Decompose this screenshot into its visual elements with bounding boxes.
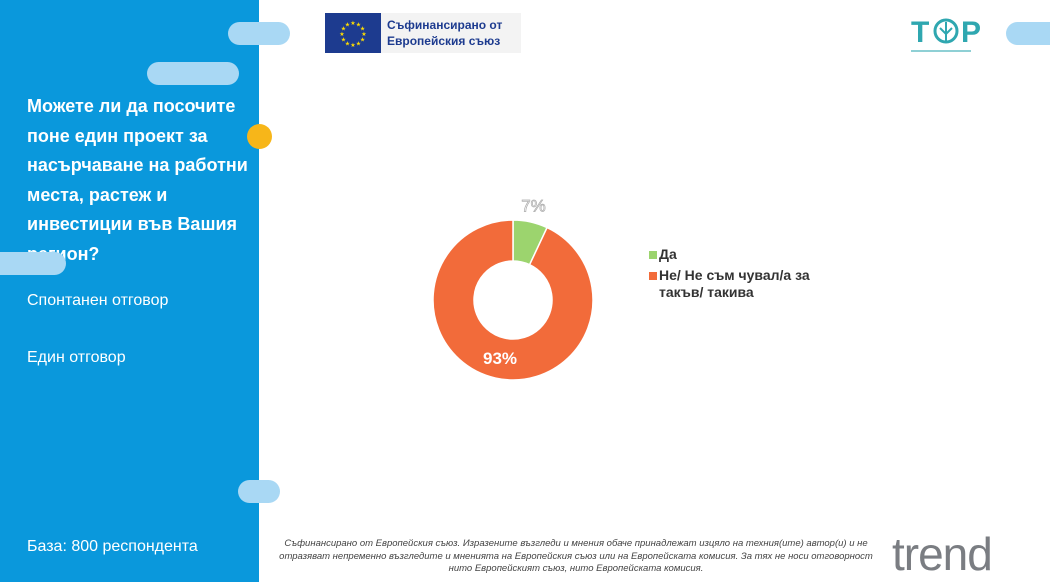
eu-logo-line2: Европейския съюз [387, 34, 501, 48]
eu-star-icon: ★ [361, 31, 366, 38]
decor-dot [247, 124, 272, 149]
eu-star-icon: ★ [339, 31, 344, 38]
eu-star-icon: ★ [341, 26, 346, 33]
decor-pill [147, 62, 239, 85]
legend-label-no: Не/ Не съм чувал/а за такъв/ такива [659, 267, 810, 300]
svg-text:T: T [911, 16, 929, 49]
trend-logo: trend [892, 528, 993, 580]
legend-label-yes: Да [659, 246, 677, 262]
eu-flag-icon: ★ ★ ★ ★ ★ ★ ★ ★ ★ ★ ★ ★ [325, 13, 381, 53]
donut-chart: 7% 93% [432, 196, 594, 380]
eu-star-icon: ★ [360, 26, 365, 33]
eu-star-icon: ★ [345, 41, 350, 48]
top-project-logo: T P [905, 12, 990, 60]
eu-star-icon: ★ [360, 37, 365, 44]
eu-star-icon: ★ [345, 21, 350, 28]
question-title: Можете ли да посочите поне един проект з… [27, 96, 248, 264]
donut-slice-no [432, 219, 594, 380]
eu-disclaimer: Съфинансирано от Европейския съюз. Израз… [279, 538, 873, 574]
spontaneous-answer-note: Спонтанен отговор [27, 292, 169, 309]
sidebar [0, 0, 259, 582]
eu-cofunded-logo: ★ ★ ★ ★ ★ ★ ★ ★ ★ ★ ★ ★ Съфинансирано от Европейски… [325, 13, 521, 53]
decor-pill [0, 252, 66, 275]
legend-swatch-no [649, 272, 657, 280]
svg-text:P: P [961, 16, 981, 49]
data-label-yes: 7% [521, 196, 546, 215]
decor-pill [228, 22, 290, 45]
eu-star-icon: ★ [356, 21, 361, 28]
base-respondents: База: 800 респондента [27, 538, 198, 555]
eu-logo-line1: Съфинансирано от [387, 18, 503, 32]
data-label-no: 93% [483, 349, 517, 368]
decor-pill [238, 480, 280, 503]
chart-legend: Да Не/ Не съм чувал/а за такъв/ такива [649, 246, 819, 305]
legend-swatch-yes [649, 251, 657, 259]
eu-star-icon: ★ [350, 20, 355, 27]
single-answer-note: Един отговор [27, 349, 126, 366]
eu-star-icon: ★ [356, 41, 361, 48]
eu-star-icon: ★ [341, 37, 346, 44]
legend-item-yes: Да [649, 246, 819, 263]
decor-pill [1006, 22, 1050, 45]
eu-star-icon: ★ [350, 42, 355, 49]
legend-item-no: Не/ Не съм чувал/а за такъв/ такива [649, 267, 819, 301]
